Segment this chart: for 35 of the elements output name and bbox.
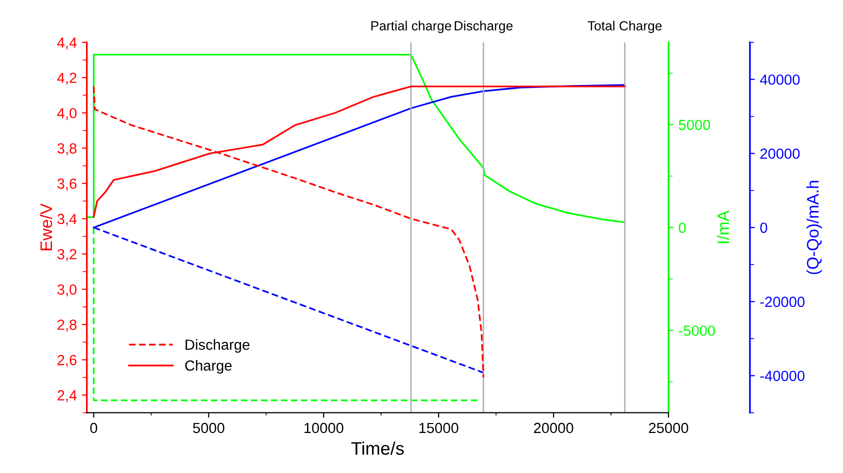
x-tick-label: 20000 [534, 422, 574, 434]
y3-axis-title: (Q-Qo)/mA.h [806, 180, 822, 274]
y3-tick-label: -20000 [760, 296, 804, 308]
y-tick-label: 2,6 [58, 354, 76, 367]
y-tick-label: 4,2 [57, 72, 76, 85]
y2-tick-label: -5000 [678, 325, 715, 336]
y-tick-label: 4,4 [57, 38, 77, 50]
y-tick-label: 2,4 [58, 390, 77, 402]
y-tick-label: 3,8 [57, 143, 76, 156]
y3-tick-label: 20000 [760, 148, 800, 159]
y-axis-title: Ewe/V [40, 204, 52, 250]
ref-line-label: Total Charge [588, 20, 662, 34]
y3-tick-label: -40000 [760, 370, 804, 382]
y2-axis-title: I/mA [716, 210, 730, 244]
x-tick-label: 10000 [304, 422, 344, 434]
y-tick-label: 3,2 [57, 249, 76, 262]
y-tick-label: 2,8 [58, 320, 76, 332]
legend-label: Charge [185, 360, 232, 374]
x-tick-label: 0 [90, 422, 98, 434]
y2-tick-label: 0 [678, 222, 686, 233]
legend-label: Discharge [186, 339, 250, 353]
ref-line-label: Partial charge [371, 20, 452, 34]
line-series [86, 54, 626, 224]
y2-tick-label: 5000 [678, 120, 710, 130]
y3-tick-label: 0 [760, 222, 768, 233]
x-axis-title: Time/s [351, 442, 404, 455]
x-tick-label: 5000 [193, 422, 224, 434]
y-tick-label: 3,6 [57, 178, 76, 191]
y-tick-label: 4,0 [57, 108, 77, 120]
ref-line-label: Discharge [454, 20, 513, 34]
y-tick-label: 3,0 [57, 284, 77, 296]
y3-tick-label: 40000 [760, 74, 800, 85]
x-tick-label: 25000 [648, 422, 688, 434]
x-tick-label: 15000 [419, 422, 458, 434]
y-tick-label: 3,4 [57, 214, 77, 226]
